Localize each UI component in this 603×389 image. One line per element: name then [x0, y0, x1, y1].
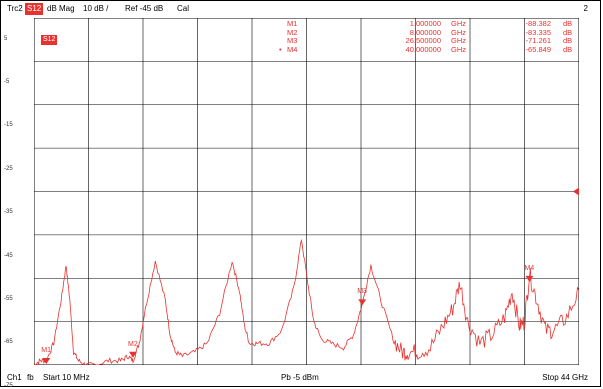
marker-row[interactable]: M1 1.000000 GHz -88.382 dB: [261, 19, 579, 29]
marker-value: -88.382: [525, 19, 551, 28]
y-tick-label: -35: [4, 209, 13, 216]
marker-value: -83.335: [525, 27, 551, 37]
footer-stop[interactable]: Stop 44 GHz: [542, 373, 588, 382]
footer-channel[interactable]: Ch1: [7, 373, 22, 382]
ref-label[interactable]: Ref -45 dB: [125, 4, 164, 13]
marker-prefix: •: [279, 44, 282, 54]
marker-id: M4: [287, 44, 298, 54]
y-tick-label: 5: [4, 35, 8, 42]
marker-triangle: [525, 275, 534, 282]
y-tick-label: -25: [4, 165, 13, 172]
y-tick-label: -15: [4, 122, 13, 129]
marker-triangle: [358, 299, 367, 306]
y-tick-label: -45: [4, 252, 13, 259]
marker-freq: 1.000000: [409, 19, 441, 28]
marker-value: -65.849: [525, 44, 551, 54]
marker-label[interactable]: M3: [357, 288, 367, 296]
y-tick-label: -75: [4, 382, 13, 389]
ref-level-marker: [573, 187, 579, 196]
marker-label[interactable]: M4: [524, 264, 535, 272]
marker-label[interactable]: M2: [127, 340, 138, 348]
cal-label[interactable]: Cal: [177, 4, 190, 13]
y-tick-label: -65: [4, 339, 13, 346]
marker-freq-unit: GHz: [451, 19, 466, 28]
marker-id: M1: [287, 19, 298, 28]
marker-label[interactable]: M1: [41, 347, 51, 354]
scale-label[interactable]: 10 dB /: [83, 4, 109, 13]
trace-line: [34, 238, 579, 365]
marker-row[interactable]: M3 26.500000 GHz -71.261 dB: [261, 36, 579, 46]
marker-id: M3: [287, 36, 298, 45]
marker-triangle: [42, 358, 51, 364]
parameter-badge[interactable]: S12: [25, 3, 44, 15]
marker-value-unit: dB: [563, 36, 573, 45]
trace-label[interactable]: Trc2: [7, 4, 23, 13]
marker-value: -71.261: [525, 36, 551, 45]
footer-fb[interactable]: fb: [27, 373, 34, 382]
marker-row[interactable]: • M4 40.000000 GHz -65.849 dB: [261, 44, 579, 55]
marker-value-unit: dB: [563, 19, 573, 28]
format-label[interactable]: dB Mag: [47, 4, 75, 13]
marker-value-unit: dB: [563, 27, 573, 37]
trace-tag[interactable]: S12: [41, 35, 58, 45]
plot-area[interactable]: [34, 18, 579, 365]
footer-start[interactable]: Start 10 MHz: [43, 373, 90, 382]
trace-svg: [34, 18, 579, 365]
marker-table: M1 1.000000 GHz -88.382 dB M2 8.000000 G…: [261, 19, 579, 55]
marker-freq: 8.000000: [409, 27, 441, 37]
marker-value-unit: dB: [563, 44, 573, 54]
marker-id: M2: [287, 27, 298, 37]
marker-freq-unit: GHz: [451, 44, 466, 54]
y-tick-label: -55: [4, 295, 13, 302]
marker-freq-unit: GHz: [451, 36, 466, 45]
marker-row[interactable]: M2 8.000000 GHz -83.335 dB: [261, 27, 579, 38]
marker-freq-unit: GHz: [451, 27, 466, 37]
marker-triangle: [128, 351, 137, 358]
marker-freq: 26.500000: [405, 36, 441, 45]
y-tick-label: -5: [4, 79, 10, 86]
footer-power[interactable]: Pb -5 dBm: [281, 373, 319, 382]
marker-freq: 40.000000: [405, 44, 441, 54]
channel-number: 2: [583, 4, 588, 13]
